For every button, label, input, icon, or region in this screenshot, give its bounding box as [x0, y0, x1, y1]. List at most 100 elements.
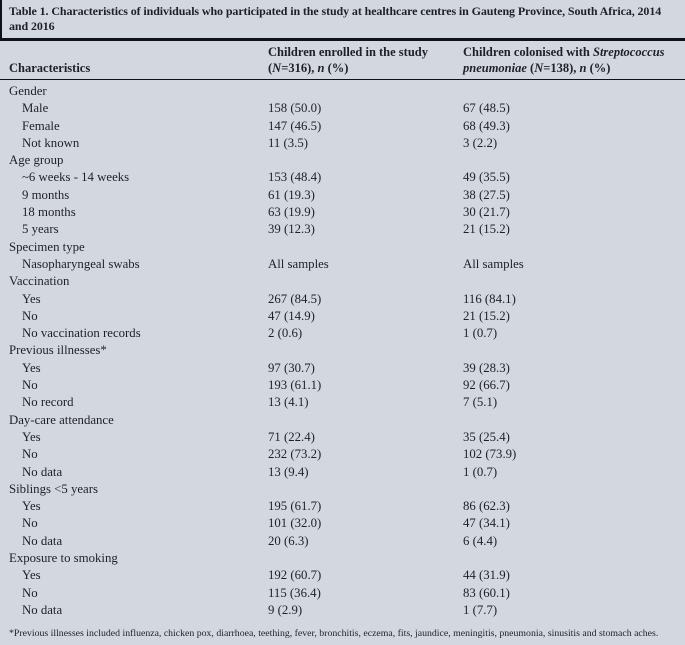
enrolled-value-cell — [268, 83, 463, 100]
header-children-enrolled: Children enrolled in the study (N=316), … — [268, 45, 463, 76]
table-row: No vaccination records 2 (0.6) 1 (0.7) — [0, 325, 685, 342]
enrolled-value-cell — [268, 550, 463, 567]
colonised-value-cell: All samples — [463, 256, 524, 271]
enrolled-value-cell: 97 (30.7) — [268, 360, 315, 375]
enrolled-value-cell: 13 (9.4) — [268, 464, 309, 479]
colonised-value-cell: 39 (28.3) — [463, 360, 510, 375]
characteristic-cell: 9 months — [22, 187, 70, 202]
colonised-value-cell — [463, 342, 677, 359]
enrolled-value-cell — [268, 152, 463, 169]
colonised-value-cell — [463, 273, 677, 290]
characteristic-cell: No — [22, 516, 38, 531]
colonised-value-cell: 68 (49.3) — [463, 118, 510, 133]
table-row: No data 9 (2.9) 1 (7.7) — [0, 602, 685, 619]
table-row: Yes 97 (30.7) 39 (28.3) — [0, 360, 685, 377]
enrolled-value-cell — [268, 342, 463, 359]
colonised-value-cell: 3 (2.2) — [463, 135, 498, 150]
header-characteristics: Characteristics — [9, 60, 91, 75]
enrolled-value-cell: 158 (50.0) — [268, 101, 322, 116]
table-row: Age group — [0, 152, 685, 169]
colonised-value-cell — [463, 83, 677, 100]
colonised-value-cell: 92 (66.7) — [463, 378, 510, 393]
table-row: Siblings <5 years — [0, 481, 685, 498]
colonised-value-cell: 86 (62.3) — [463, 499, 510, 514]
characteristic-cell: Yes — [22, 499, 41, 514]
table-row: 9 months 61 (19.3) 38 (27.5) — [0, 187, 685, 204]
characteristic-cell: Not known — [22, 135, 80, 150]
header-enrolled-line1: Children enrolled in the study — [268, 45, 428, 59]
colonised-value-cell: 67 (48.5) — [463, 101, 510, 116]
colonised-value-cell — [463, 550, 677, 567]
enrolled-value-cell: 71 (22.4) — [268, 429, 315, 444]
colonised-value-cell: 38 (27.5) — [463, 187, 510, 202]
enrolled-value-cell — [268, 412, 463, 429]
enrolled-value-cell — [268, 273, 463, 290]
enrolled-value-cell: 153 (48.4) — [268, 170, 322, 185]
header-colonised-line2: pneumoniae (N=138), n (%) — [463, 60, 611, 75]
characteristic-cell: ~6 weeks - 14 weeks — [22, 170, 130, 185]
enrolled-value-cell: 232 (73.2) — [268, 447, 322, 462]
enrolled-value-cell: All samples — [268, 256, 329, 271]
enrolled-value-cell: 13 (4.1) — [268, 395, 309, 410]
characteristic-cell: Day-care attendance — [9, 412, 114, 427]
enrolled-value-cell: 147 (46.5) — [268, 118, 322, 133]
colonised-value-cell: 49 (35.5) — [463, 170, 510, 185]
characteristic-cell: Nasopharyngeal swabs — [22, 256, 140, 271]
table-row: No data 13 (9.4) 1 (0.7) — [0, 464, 685, 481]
enrolled-value-cell: 195 (61.7) — [268, 499, 322, 514]
table-row: No record 13 (4.1) 7 (5.1) — [0, 394, 685, 411]
table-row: No 115 (36.4) 83 (60.1) — [0, 585, 685, 602]
table-row: 18 months 63 (19.9) 30 (21.7) — [0, 204, 685, 221]
characteristic-cell: No data — [22, 602, 63, 617]
characteristic-cell: Gender — [9, 84, 47, 98]
characteristic-cell: No data — [22, 464, 63, 479]
enrolled-value-cell: 39 (12.3) — [268, 222, 315, 237]
table-row: Gender — [0, 83, 685, 100]
table-row: 5 years 39 (12.3) 21 (15.2) — [0, 221, 685, 238]
characteristic-cell: Age group — [9, 153, 64, 168]
table-row: No 193 (61.1) 92 (66.7) — [0, 377, 685, 394]
enrolled-value-cell: 101 (32.0) — [268, 516, 322, 531]
enrolled-value-cell: 47 (14.9) — [268, 308, 315, 323]
table-row: Not known 11 (3.5) 3 (2.2) — [0, 135, 685, 152]
colonised-value-cell: 7 (5.1) — [463, 395, 498, 410]
table-row: No data 20 (6.3) 6 (4.4) — [0, 533, 685, 550]
enrolled-value-cell: 267 (84.5) — [268, 291, 322, 306]
enrolled-value-cell: 115 (36.4) — [268, 585, 321, 600]
table-header: Characteristics Children enrolled in the… — [0, 41, 685, 80]
characteristic-cell: Specimen type — [9, 239, 85, 254]
characteristic-cell: Male — [22, 101, 49, 116]
colonised-value-cell: 1 (0.7) — [463, 326, 498, 341]
table-row: Vaccination — [0, 273, 685, 290]
table-row: Specimen type — [0, 239, 685, 256]
colonised-value-cell: 1 (7.7) — [463, 602, 498, 617]
characteristic-cell: No — [22, 585, 38, 600]
enrolled-value-cell — [268, 481, 463, 498]
characteristic-cell: No data — [22, 533, 63, 548]
colonised-value-cell: 102 (73.9) — [463, 447, 517, 462]
table-row: Previous illnesses* — [0, 342, 685, 359]
colonised-value-cell — [463, 152, 677, 169]
characteristic-cell: No — [22, 447, 38, 462]
colonised-value-cell: 30 (21.7) — [463, 205, 510, 220]
enrolled-value-cell: 20 (6.3) — [268, 533, 309, 548]
colonised-value-cell: 6 (4.4) — [463, 533, 498, 548]
characteristic-cell: No record — [22, 395, 74, 410]
colonised-value-cell — [463, 412, 677, 429]
table-row: ~6 weeks - 14 weeks 153 (48.4) 49 (35.5) — [0, 169, 685, 186]
characteristic-cell: No — [22, 308, 38, 323]
characteristic-cell: Yes — [22, 360, 41, 375]
characteristic-cell: Siblings <5 years — [9, 481, 98, 496]
characteristic-cell: Previous illnesses* — [9, 343, 107, 358]
characteristic-cell: 5 years — [22, 222, 59, 237]
table-row: Male 158 (50.0) 67 (48.5) — [0, 100, 685, 117]
colonised-value-cell: 35 (25.4) — [463, 429, 510, 444]
colonised-value-cell: 47 (34.1) — [463, 516, 510, 531]
table-row: No 232 (73.2) 102 (73.9) — [0, 446, 685, 463]
characteristic-cell: No — [22, 378, 38, 393]
characteristic-cell: Vaccination — [9, 274, 70, 289]
characteristic-cell: Yes — [22, 568, 41, 583]
table-row: Yes 267 (84.5) 116 (84.1) — [0, 291, 685, 308]
table-title: Table 1. Characteristics of individuals … — [0, 0, 685, 41]
